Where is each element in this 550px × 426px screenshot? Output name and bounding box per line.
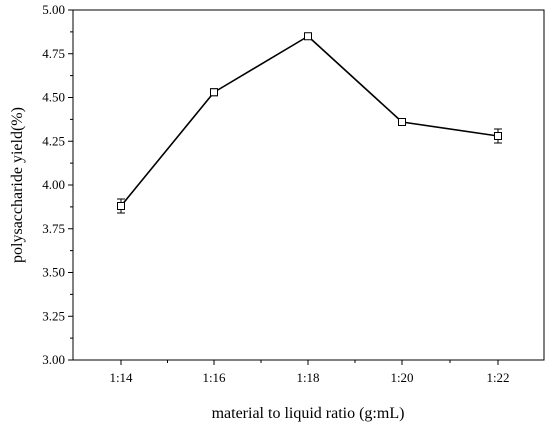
x-tick-label: 1:22	[486, 370, 509, 385]
y-tick-label: 4.25	[42, 133, 65, 148]
y-axis: 3.00 3.25 3.50 3.75 4.00 4.25 4.50 4.75 5.00	[42, 2, 73, 367]
y-tick-label: 3.50	[42, 265, 65, 280]
plot-area-border	[72, 9, 545, 361]
x-axis-label: material to liquid ratio (g:mL)	[212, 405, 405, 422]
x-tick-label: 1:20	[390, 370, 413, 385]
series	[117, 32, 502, 214]
y-tick-label: 4.50	[42, 90, 65, 105]
y-tick-label: 5.00	[42, 2, 65, 17]
x-tick-label: 1:18	[296, 370, 319, 385]
y-tick-label: 3.00	[42, 352, 65, 367]
y-tick-label: 3.25	[42, 308, 65, 323]
y-axis-label: polysaccharide yield(%)	[9, 107, 26, 263]
plot-frame	[72, 9, 545, 361]
data-point-marker	[304, 32, 312, 41]
x-axis: 1:14 1:16 1:18 1:20 1:22	[109, 360, 510, 385]
x-tick-label: 1:14	[109, 370, 133, 385]
data-point-marker	[210, 88, 218, 97]
data-point-marker	[494, 132, 502, 140]
y-tick-label: 3.75	[42, 221, 65, 236]
y-tick-label: 4.75	[42, 46, 65, 61]
y-tick-label: 4.00	[42, 177, 65, 192]
data-point-marker	[117, 202, 125, 210]
series-line	[120, 35, 499, 207]
data-point-marker	[398, 118, 406, 126]
x-tick-label: 1:16	[202, 370, 226, 385]
